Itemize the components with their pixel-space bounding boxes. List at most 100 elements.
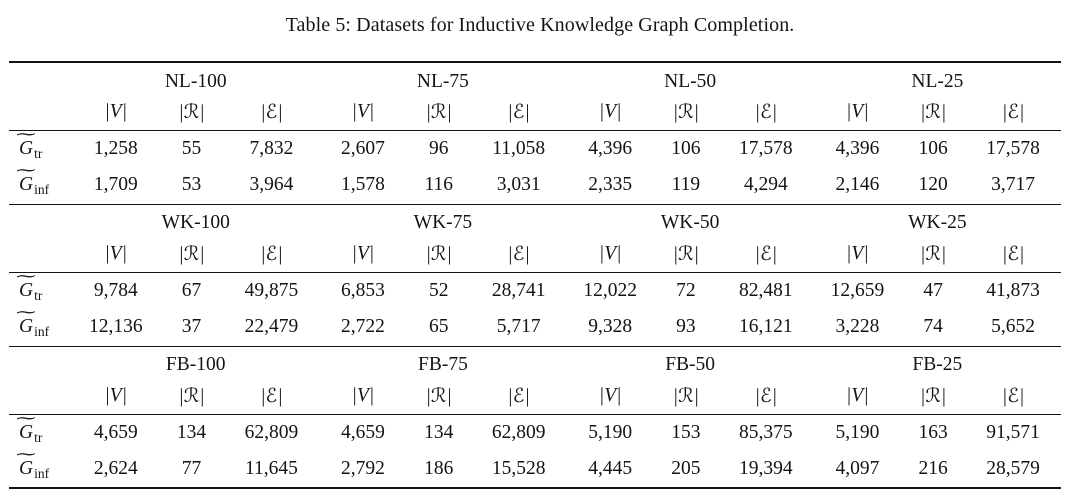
- g-tilde-symbol: ∼ G: [14, 309, 38, 338]
- data-row: ∼ Gtr 9,784 67 49,875 6,853 52 28,741 12,022 72 82…: [9, 272, 1061, 309]
- column-symbol-cell: |V|: [846, 101, 869, 123]
- value-cell: 6,853: [341, 279, 385, 301]
- value-cell: 119: [671, 174, 701, 196]
- row-label-subscript: inf: [34, 466, 50, 481]
- group-header-cell: NL-100: [164, 70, 227, 92]
- column-symbol-cell: |V|: [598, 243, 622, 265]
- value-cell: 120: [918, 174, 948, 196]
- row-label-subscript: inf: [34, 182, 50, 198]
- group-header-cell: WK-100: [161, 212, 230, 234]
- row-label-spacer: [9, 204, 72, 237]
- table-section: FB-100 FB-75 FB-50 FB-25 |V| |ℛ| |ℰ| |V| |ℛ| |ℰ| |…: [9, 346, 1061, 488]
- group-header-cell: FB-25: [912, 354, 963, 376]
- group-header-cell: WK-75: [413, 212, 473, 234]
- value-cell: 216: [918, 458, 948, 479]
- group-header-row: WK-100 WK-75 WK-50 WK-25: [9, 204, 1061, 237]
- graph-letter: G: [19, 316, 34, 338]
- value-cell: 96: [428, 137, 449, 159]
- value-cell: 4,396: [835, 137, 880, 159]
- column-symbol-cell: |V|: [598, 385, 622, 407]
- group-header-cell: NL-25: [911, 70, 964, 92]
- column-symbol-cell: |V|: [598, 101, 622, 123]
- row-label-spacer: [9, 346, 72, 379]
- group-header-cell: NL-50: [664, 70, 717, 92]
- graph-letter: G: [19, 458, 34, 479]
- value-cell: 65: [428, 316, 449, 338]
- column-symbol-cell: |ℛ|: [672, 244, 700, 266]
- value-cell: 2,722: [341, 316, 385, 338]
- column-symbol-cell: |ℛ|: [425, 102, 452, 124]
- value-cell: 93: [676, 316, 696, 338]
- graph-letter: G: [19, 174, 34, 196]
- value-cell: 186: [424, 458, 454, 479]
- value-cell: 77: [181, 458, 202, 479]
- value-cell: 91,571: [986, 421, 1040, 443]
- column-symbol-cell: |V|: [104, 385, 128, 407]
- value-cell: 12,659: [830, 279, 885, 301]
- value-cell: 134: [424, 421, 454, 443]
- group-header-cell: WK-25: [908, 212, 967, 234]
- datasets-table: NL-100 NL-75 NL-50 NL-25 |V| |ℛ| |ℰ| |V| |ℛ| |ℰ| |…: [9, 61, 1061, 489]
- value-cell: 2,335: [588, 174, 633, 196]
- value-cell: 4,659: [341, 421, 385, 443]
- column-symbol-cell: |ℰ|: [754, 244, 778, 266]
- value-cell: 106: [671, 137, 701, 159]
- value-cell: 17,578: [986, 137, 1040, 159]
- value-cell: 22,479: [244, 316, 299, 338]
- g-tilde-symbol: ∼ G: [14, 130, 38, 160]
- group-header-cell: NL-75: [416, 70, 469, 92]
- value-cell: 19,394: [739, 458, 793, 479]
- value-cell: 5,190: [588, 421, 633, 443]
- column-symbol-cell: |ℰ|: [507, 102, 530, 124]
- column-symbol-cell: |ℰ|: [1001, 244, 1025, 266]
- value-cell: 3,717: [991, 174, 1036, 196]
- value-cell: 11,058: [492, 137, 546, 159]
- value-cell: 49,875: [244, 279, 299, 301]
- row-label-subscript: tr: [34, 145, 43, 161]
- value-cell: 2,624: [93, 458, 138, 479]
- tilde-accent-icon: ∼: [14, 130, 38, 143]
- value-cell: 3,031: [496, 174, 541, 196]
- value-cell: 5,190: [835, 421, 880, 443]
- value-cell: 55: [181, 137, 202, 159]
- value-cell: 4,396: [588, 137, 633, 159]
- value-cell: 3,228: [835, 316, 880, 338]
- value-cell: 62,809: [491, 421, 546, 443]
- value-cell: 1,258: [93, 137, 138, 159]
- column-symbol-cell: |ℛ|: [919, 244, 947, 266]
- value-cell: 106: [918, 137, 948, 159]
- value-cell: 16,121: [739, 316, 793, 338]
- row-label-subscript: tr: [34, 429, 43, 445]
- tilde-accent-icon: ∼: [14, 167, 38, 180]
- value-cell: 37: [181, 316, 202, 338]
- value-cell: 47: [923, 279, 943, 301]
- value-cell: 153: [671, 421, 701, 443]
- group-header-cell: WK-50: [660, 212, 720, 234]
- column-symbol-cell: |ℛ|: [178, 244, 205, 266]
- g-tilde-symbol: ∼ G: [14, 167, 38, 196]
- row-label-cell: ∼ Gtr: [9, 414, 72, 451]
- column-symbol-cell: |ℰ|: [507, 386, 530, 408]
- value-cell: 1,578: [341, 174, 385, 196]
- column-symbol-cell: |ℛ|: [919, 386, 947, 408]
- tilde-accent-icon: ∼: [14, 272, 38, 285]
- column-symbol-cell: |ℛ|: [672, 386, 700, 408]
- value-cell: 62,809: [244, 421, 299, 443]
- g-tilde-symbol: ∼ G: [14, 272, 38, 302]
- value-cell: 1,709: [93, 174, 138, 196]
- value-cell: 4,097: [835, 458, 880, 479]
- value-cell: 9,328: [588, 316, 633, 338]
- value-cell: 4,659: [93, 421, 138, 443]
- column-symbol-cell: |V|: [351, 385, 375, 407]
- column-symbols-row: |V| |ℛ| |ℰ| |V| |ℛ| |ℰ| |V| |ℛ| |ℰ| |V| |ℛ| |ℰ|: [9, 237, 1061, 272]
- tilde-accent-icon: ∼: [14, 309, 38, 322]
- column-symbol-cell: |ℰ|: [260, 102, 283, 124]
- column-symbol-cell: |ℰ|: [1001, 102, 1025, 124]
- row-label-cell: ∼ Ginf: [9, 451, 72, 488]
- value-cell: 116: [424, 174, 453, 196]
- column-symbol-cell: |V|: [846, 385, 869, 407]
- row-label-cell: ∼ Gtr: [9, 272, 72, 309]
- value-cell: 9,784: [93, 279, 138, 301]
- value-cell: 28,741: [491, 279, 546, 301]
